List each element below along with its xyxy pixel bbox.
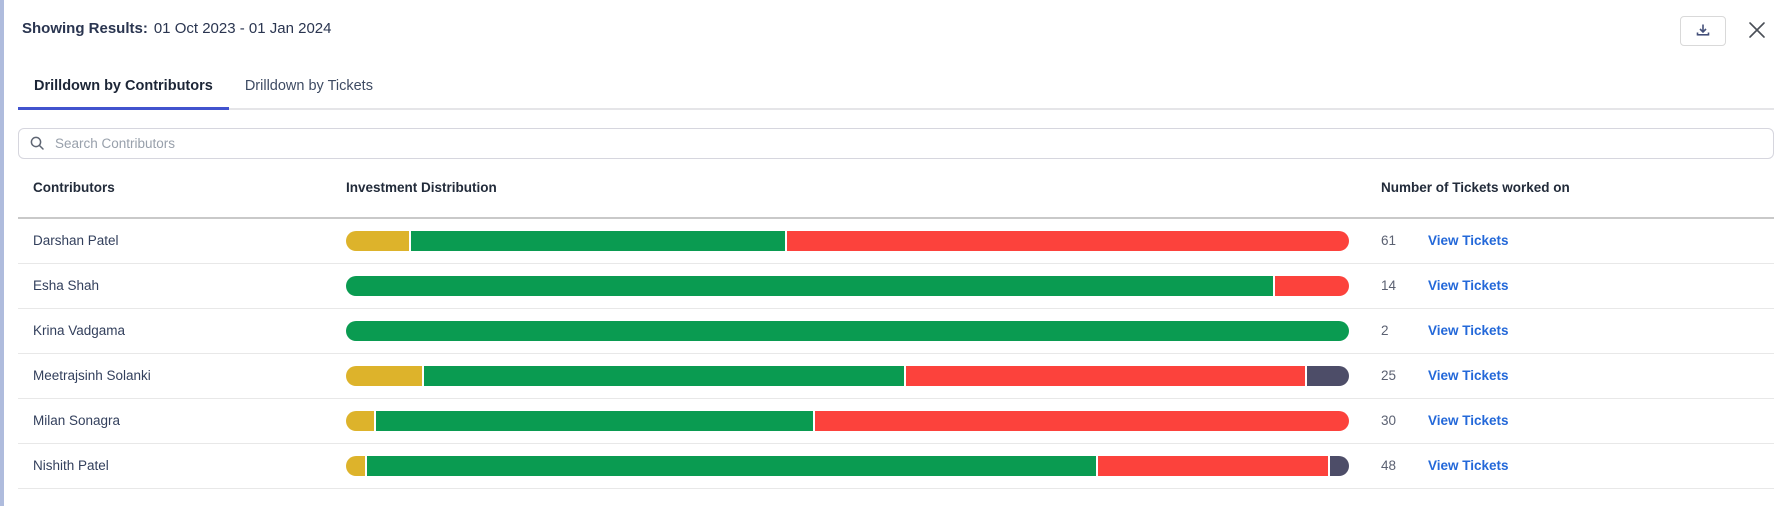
bar-segment-green <box>423 365 905 386</box>
bar-segment-red <box>1097 455 1329 476</box>
column-header-contributors: Contributors <box>33 180 115 195</box>
view-tickets-link[interactable]: View Tickets <box>1428 323 1509 338</box>
showing-results-range: 01 Oct 2023 - 01 Jan 2024 <box>153 20 332 37</box>
table-row: Milan Sonagra 30 View Tickets <box>18 399 1774 444</box>
contributor-name: Milan Sonagra <box>33 413 121 428</box>
tickets-count: 14 <box>1381 278 1397 293</box>
bar-segment-yellow <box>346 365 422 386</box>
bar-segment-yellow <box>346 410 374 431</box>
showing-results-text: Showing Results: 01 Oct 2023 - 01 Jan 202… <box>22 16 331 37</box>
tickets-count: 30 <box>1381 413 1397 428</box>
bar-segment-green <box>346 275 1273 296</box>
tickets-count: 25 <box>1381 368 1397 383</box>
investment-distribution-bar <box>346 455 1349 476</box>
investment-distribution-bar <box>346 275 1349 296</box>
view-tickets-link[interactable]: View Tickets <box>1428 368 1509 383</box>
left-edge-strip <box>0 0 4 506</box>
investment-distribution-bar <box>346 365 1349 386</box>
bar-segment-dark <box>1307 365 1349 386</box>
search-bar <box>18 127 1774 159</box>
column-header-investment-distribution: Investment Distribution <box>346 180 497 195</box>
tab-bar: Drilldown by Contributors Drilldown by T… <box>18 68 1774 110</box>
tickets-count: 61 <box>1381 233 1397 248</box>
showing-results-label: Showing Results: <box>22 20 148 37</box>
column-header-tickets: Number of Tickets worked on <box>1381 180 1570 195</box>
close-icon <box>1746 19 1768 44</box>
contributors-table: Contributors Investment Distribution Num… <box>18 159 1774 489</box>
table-row: Esha Shah 14 View Tickets <box>18 264 1774 309</box>
table-row: Krina Vadgama 2 View Tickets <box>18 309 1774 354</box>
tab-drilldown-by-tickets[interactable]: Drilldown by Tickets <box>244 78 373 94</box>
bar-segment-dark <box>1330 455 1349 476</box>
view-tickets-link[interactable]: View Tickets <box>1428 413 1509 428</box>
contributor-name: Nishith Patel <box>33 458 109 473</box>
table-body: Darshan Patel 61 View Tickets Esha Shah … <box>18 219 1774 489</box>
table-row: Meetrajsinh Solanki 25 View Tickets <box>18 354 1774 399</box>
table-row: Nishith Patel 48 View Tickets <box>18 444 1774 489</box>
download-icon <box>1695 22 1711 41</box>
investment-distribution-bar <box>346 230 1349 251</box>
contributor-name: Krina Vadgama <box>33 323 126 338</box>
bar-segment-green <box>366 455 1096 476</box>
search-input[interactable] <box>18 127 1774 159</box>
tickets-count: 48 <box>1381 458 1397 473</box>
contributor-name: Esha Shah <box>33 278 100 293</box>
bar-segment-red <box>1274 275 1349 296</box>
view-tickets-link[interactable]: View Tickets <box>1428 233 1509 248</box>
view-tickets-link[interactable]: View Tickets <box>1428 458 1509 473</box>
top-bar: Showing Results: 01 Oct 2023 - 01 Jan 202… <box>0 0 1792 46</box>
bar-segment-red <box>786 230 1349 251</box>
investment-distribution-bar <box>346 410 1349 431</box>
contributor-name: Darshan Patel <box>33 233 119 248</box>
table-row: Darshan Patel 61 View Tickets <box>18 219 1774 264</box>
investment-distribution-bar <box>346 320 1349 341</box>
view-tickets-link[interactable]: View Tickets <box>1428 278 1509 293</box>
bar-segment-red <box>814 410 1349 431</box>
bar-segment-red <box>906 365 1306 386</box>
table-header-row: Contributors Investment Distribution Num… <box>18 159 1774 219</box>
top-actions <box>1680 16 1770 46</box>
bar-segment-green <box>410 230 785 251</box>
download-button[interactable] <box>1680 16 1726 46</box>
tab-drilldown-by-contributors[interactable]: Drilldown by Contributors <box>18 68 229 110</box>
bar-segment-green <box>375 410 813 431</box>
contributor-name: Meetrajsinh Solanki <box>33 368 151 383</box>
close-button[interactable] <box>1744 18 1770 44</box>
tickets-count: 2 <box>1381 323 1389 338</box>
bar-segment-green <box>346 320 1349 341</box>
bar-segment-yellow <box>346 455 365 476</box>
search-icon <box>29 135 45 156</box>
bar-segment-yellow <box>346 230 409 251</box>
